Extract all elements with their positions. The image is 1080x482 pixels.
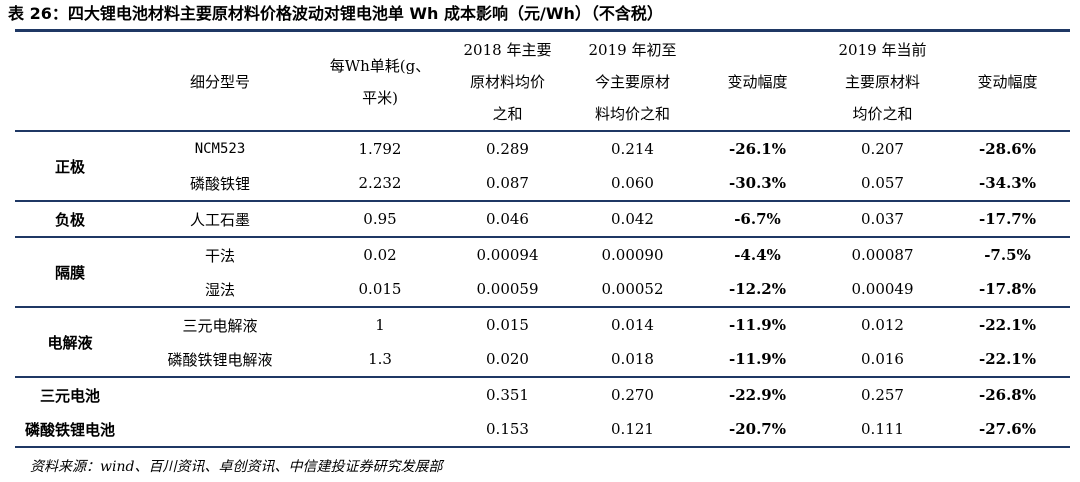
- price-2018-cell: 0.020: [445, 342, 570, 378]
- source-note: 资料来源：wind、百川资讯、卓创资讯、中信建投证券研究发展部: [30, 459, 443, 475]
- change-1-cell: -26.1%: [728, 140, 786, 158]
- header-price-2019-ytd: 2019 年初至 今主要原材 料均价之和: [570, 33, 695, 132]
- total-category-cell: 磷酸铁锂电池: [15, 412, 125, 448]
- change-1-cell: -6.7%: [695, 201, 820, 238]
- price-2018-cell: 0.289: [486, 140, 529, 158]
- price-now-cell: 0.00049: [820, 272, 945, 308]
- header-sub-type: 细分型号: [125, 33, 315, 132]
- table-row: 隔膜 干法 0.02 0.00094 0.00090 -4.4% 0.00087…: [15, 237, 1070, 308]
- category-cell: 负极: [15, 201, 125, 238]
- price-now-cell: 0.037: [820, 201, 945, 238]
- sub-type-cell: 湿法: [125, 272, 315, 308]
- price-2019-cell: 0.121: [570, 412, 695, 448]
- change-2-cell: -22.1%: [945, 342, 1070, 378]
- change-2-cell: -22.1%: [978, 316, 1036, 334]
- header-change-2: 变动幅度: [945, 33, 1070, 132]
- total-category-cell: 三元电池: [39, 386, 100, 405]
- sub-type-cell: 磷酸铁锂: [125, 166, 315, 202]
- empty-cell: [315, 377, 445, 412]
- unit-cell: 1: [375, 316, 385, 334]
- price-now-cell: 0.111: [820, 412, 945, 448]
- change-1-cell: -4.4%: [734, 246, 781, 264]
- table-row: 负极 人工石墨 0.95 0.046 0.042 -6.7% 0.037 -17…: [15, 201, 1070, 238]
- price-2018-cell: 0.046: [445, 201, 570, 238]
- price-now-cell: 0.00087: [851, 246, 914, 264]
- price-2018-cell: 0.351: [486, 386, 529, 404]
- sub-type-cell: 磷酸铁锂电解液: [125, 342, 315, 378]
- empty-cell: [125, 377, 315, 412]
- change-2-cell: -28.6%: [978, 140, 1036, 158]
- price-now-cell: 0.257: [861, 386, 904, 404]
- price-2018-cell: 0.015: [486, 316, 529, 334]
- price-now-cell: 0.012: [861, 316, 904, 334]
- header-row: 细分型号 每Wh单耗(g、 平米) 2018 年主要 原材料均价 之和 2019…: [15, 33, 1070, 132]
- change-1-cell: -22.9%: [728, 386, 786, 404]
- empty-cell: [125, 412, 315, 448]
- header-category: [15, 33, 125, 132]
- table-row: 磷酸铁锂电解液 1.3 0.020 0.018 -11.9% 0.016 -22…: [15, 342, 1070, 378]
- price-2019-cell: 0.042: [570, 201, 695, 238]
- price-2018-cell: 0.00059: [445, 272, 570, 308]
- sub-type-cell: NCM523: [194, 141, 246, 157]
- change-2-cell: -26.8%: [978, 386, 1036, 404]
- sub-type-cell: 人工石墨: [125, 201, 315, 238]
- price-2018-cell: 0.00094: [476, 246, 539, 264]
- sub-type-cell: 三元电解液: [182, 316, 258, 335]
- price-now-cell: 0.057: [820, 166, 945, 202]
- category-cell: 电解液: [15, 307, 125, 378]
- price-now-cell: 0.016: [820, 342, 945, 378]
- change-1-cell: -11.9%: [728, 316, 786, 334]
- header-change-1: 变动幅度: [695, 33, 820, 132]
- price-2019-cell: 0.014: [611, 316, 654, 334]
- price-2018-cell: 0.087: [445, 166, 570, 202]
- change-1-cell: -20.7%: [695, 412, 820, 448]
- table-row: 电解液 三元电解液 1 0.015 0.014 -11.9% 0.012 -22…: [15, 307, 1070, 378]
- header-unit-consumption: 每Wh单耗(g、 平米): [315, 33, 445, 132]
- change-2-cell: -7.5%: [984, 246, 1031, 264]
- unit-cell: 1.792: [358, 140, 402, 158]
- price-2019-cell: 0.00052: [570, 272, 695, 308]
- unit-cell: 1.3: [315, 342, 445, 378]
- table-row: 磷酸铁锂 2.232 0.087 0.060 -30.3% 0.057 -34.…: [15, 166, 1070, 202]
- table-title: 表 26：四大锂电池材料主要原材料价格波动对锂电池单 Wh 成本影响（元/Wh）…: [8, 4, 663, 23]
- empty-cell: [315, 412, 445, 448]
- change-2-cell: -17.7%: [945, 201, 1070, 238]
- unit-cell: 0.02: [363, 246, 397, 264]
- header-price-2019-now: 2019 年当前 主要原材料 均价之和: [820, 33, 945, 132]
- title-divider: [15, 29, 1070, 32]
- sub-type-cell: 干法: [204, 246, 235, 265]
- price-2019-cell: 0.00090: [601, 246, 664, 264]
- table-row: 湿法 0.015 0.00059 0.00052 -12.2% 0.00049 …: [15, 272, 1070, 308]
- change-2-cell: -17.8%: [945, 272, 1070, 308]
- price-2019-cell: 0.018: [570, 342, 695, 378]
- price-now-cell: 0.207: [861, 140, 904, 158]
- unit-cell: 0.015: [315, 272, 445, 308]
- price-2019-cell: 0.060: [570, 166, 695, 202]
- total-row: 三元电池 0.351 0.270 -22.9% 0.257 -26.8%: [15, 377, 1070, 412]
- change-1-cell: -30.3%: [695, 166, 820, 202]
- unit-cell: 0.95: [315, 201, 445, 238]
- table-row: 正极 NCM523 1.792 0.289 0.214 -26.1% 0.207…: [15, 131, 1070, 202]
- cost-impact-table: 细分型号 每Wh单耗(g、 平米) 2018 年主要 原材料均价 之和 2019…: [15, 33, 1070, 448]
- unit-cell: 2.232: [315, 166, 445, 202]
- change-1-cell: -12.2%: [695, 272, 820, 308]
- category-cell: 隔膜: [15, 237, 125, 308]
- change-2-cell: -34.3%: [945, 166, 1070, 202]
- price-2019-cell: 0.270: [611, 386, 654, 404]
- change-1-cell: -11.9%: [695, 342, 820, 378]
- category-cell: 正极: [15, 131, 125, 202]
- total-row: 磷酸铁锂电池 0.153 0.121 -20.7% 0.111 -27.6%: [15, 412, 1070, 448]
- price-2019-cell: 0.214: [611, 140, 654, 158]
- change-2-cell: -27.6%: [945, 412, 1070, 448]
- price-2018-cell: 0.153: [445, 412, 570, 448]
- header-price-2018: 2018 年主要 原材料均价 之和: [445, 33, 570, 132]
